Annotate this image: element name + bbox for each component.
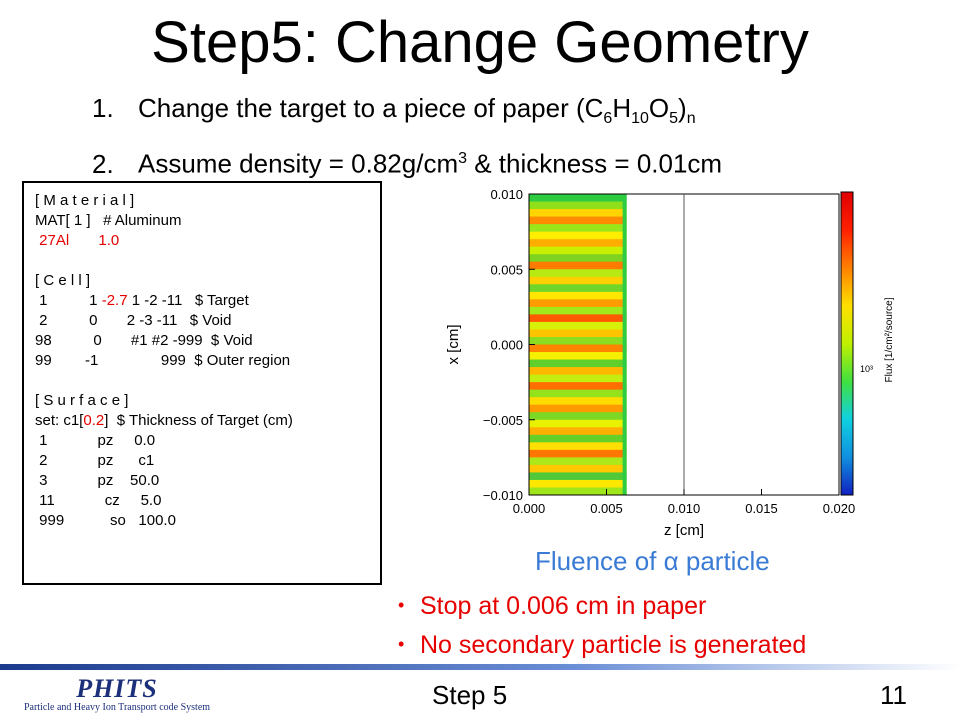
fluence-band bbox=[529, 367, 627, 376]
y-tick-label: −0.005 bbox=[483, 413, 523, 428]
fluence-band bbox=[529, 201, 627, 210]
code-line: 11 cz 5.0 bbox=[35, 492, 162, 509]
x-tick-label: 0.005 bbox=[590, 501, 623, 516]
bullet-item: • Stop at 0.006 cm in paper bbox=[398, 592, 707, 620]
fluence-band bbox=[529, 306, 627, 315]
fluence-band bbox=[529, 209, 627, 218]
fluence-band bbox=[529, 284, 627, 293]
input-code: [ M a t e r i a l ] MAT[ 1 ] # Aluminum … bbox=[35, 191, 293, 531]
y-axis-label: x [cm] bbox=[445, 325, 462, 365]
result-bullets: • Stop at 0.006 cm in paper • No secondary… bbox=[398, 586, 806, 664]
fluence-band bbox=[529, 412, 627, 421]
fluence-band bbox=[529, 374, 627, 383]
fluence-band bbox=[529, 434, 627, 443]
colorbar bbox=[840, 191, 854, 496]
fluence-band bbox=[529, 321, 627, 330]
fluence-band bbox=[529, 246, 627, 255]
code-line: MAT[ 1 ] # Aluminum bbox=[35, 212, 182, 229]
x-tick-label: 0.010 bbox=[668, 501, 701, 516]
fluence-band bbox=[529, 276, 627, 285]
fluence-band bbox=[529, 479, 627, 488]
fluence-band bbox=[529, 231, 627, 240]
footer-divider bbox=[0, 664, 960, 670]
code-line: 98 0 #1 #2 -999 $ Void bbox=[35, 332, 253, 349]
code-line: set: c1[0.2] $ Thickness of Target (cm) bbox=[35, 412, 293, 429]
y-tick-label: 0.005 bbox=[490, 262, 523, 277]
fluence-band bbox=[529, 419, 627, 428]
step-label: Step 5 bbox=[432, 680, 508, 710]
y-tick-label: −0.010 bbox=[483, 488, 523, 503]
fluence-band bbox=[529, 397, 627, 406]
fluence-band bbox=[529, 344, 627, 353]
fluence-caption: Fluence of α particle bbox=[535, 546, 770, 576]
fluence-band bbox=[529, 336, 627, 345]
fluence-band bbox=[529, 352, 627, 361]
fluence-band bbox=[529, 239, 627, 248]
code-line: 27Al 1.0 bbox=[35, 232, 120, 249]
stopping-edge bbox=[622, 194, 627, 495]
fluence-band bbox=[529, 299, 627, 308]
fluence-band bbox=[529, 389, 627, 398]
code-line: 1 pz 0.0 bbox=[35, 432, 156, 449]
fluence-band bbox=[529, 464, 627, 473]
fluence-band bbox=[529, 216, 627, 225]
x-tick-label: 0.020 bbox=[823, 501, 856, 516]
bullet-item: • No secondary particle is generated bbox=[398, 631, 807, 659]
phits-logo: PHITS Particle and Heavy Ion Transport c… bbox=[23, 674, 211, 714]
fluence-band bbox=[529, 254, 627, 263]
input-code-box: [ M a t e r i a l ] MAT[ 1 ] # Aluminum … bbox=[22, 181, 382, 585]
fluence-band bbox=[529, 487, 627, 496]
x-tick-label: 0.000 bbox=[513, 501, 546, 516]
code-line: 3 pz 50.0 bbox=[35, 472, 160, 489]
fluence-band bbox=[529, 291, 627, 300]
code-line: 1 1 -2.7 1 -2 -11 $ Target bbox=[35, 292, 249, 309]
fluence-band bbox=[529, 261, 627, 270]
code-line: 2 0 2 -3 -11 $ Void bbox=[35, 312, 232, 329]
code-line: [ C e l l ] bbox=[35, 272, 91, 289]
fluence-band bbox=[529, 382, 627, 391]
instruction-item-2: 2. Assume density = 0.82g/cm3 & thickness… bbox=[92, 148, 723, 179]
x-tick-label: 0.015 bbox=[745, 501, 778, 516]
fluence-band bbox=[529, 449, 627, 458]
instruction-list: 1. Change the target to a piece of paper … bbox=[92, 88, 722, 184]
fluence-band bbox=[529, 194, 627, 203]
y-tick-label: 0.010 bbox=[490, 187, 523, 202]
fluence-band bbox=[529, 329, 627, 338]
x-axis-label: z [cm] bbox=[664, 522, 704, 539]
fluence-band bbox=[529, 314, 627, 323]
fluence-heatmap: 0.000 0.005 0.010 0.015 0.020 0.010 0.005 0.000… bbox=[445, 187, 895, 539]
slide-title: Step5: Change Geometry bbox=[151, 10, 809, 75]
fluence-band bbox=[529, 404, 627, 413]
code-line: 99 -1 999 $ Outer region bbox=[35, 352, 291, 369]
fluence-band bbox=[529, 224, 627, 233]
code-line: 2 pz c1 bbox=[35, 452, 155, 469]
colorbar-tick-label: 10³ bbox=[860, 364, 873, 374]
code-line: [ S u r f a c e ] bbox=[35, 392, 129, 409]
fluence-band bbox=[529, 457, 627, 466]
colorbar-label: Flux [1/cm²/source] bbox=[884, 297, 895, 382]
fluence-band bbox=[529, 359, 627, 368]
fluence-band bbox=[529, 269, 627, 278]
y-tick-label: 0.000 bbox=[490, 338, 523, 353]
code-line: 999 so 100.0 bbox=[35, 512, 176, 529]
code-line: [ M a t e r i a l ] bbox=[35, 192, 135, 209]
page-number: 11 bbox=[880, 680, 907, 710]
fluence-band bbox=[529, 442, 627, 451]
fluence-band bbox=[529, 427, 627, 436]
instruction-item-1: 1. Change the target to a piece of paper … bbox=[92, 93, 696, 128]
fluence-band bbox=[529, 472, 627, 481]
